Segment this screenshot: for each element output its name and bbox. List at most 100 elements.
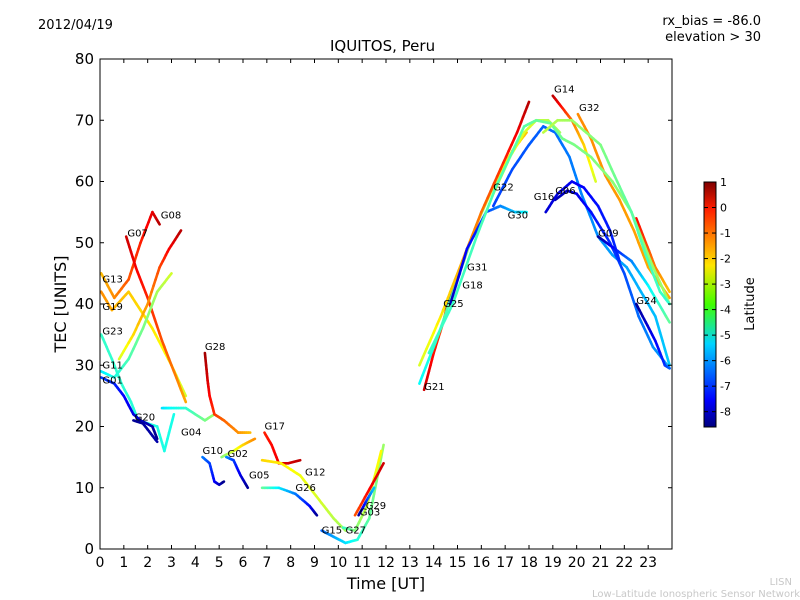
x-tick-label: 23: [639, 555, 657, 571]
trace-segment: [221, 480, 226, 484]
trace-segment: [665, 286, 671, 294]
series-g28: [203, 351, 252, 434]
trace-segment: [377, 449, 383, 462]
trace-segment: [453, 268, 461, 281]
x-tick-label: 22: [615, 555, 633, 571]
trace-segment: [484, 202, 491, 214]
colorbar: 1 0 -1 -2 -3 -4 -5 -6 -7 -8 Latitude: [703, 176, 758, 428]
trace-segment: [525, 100, 531, 109]
colorbar-tick-label: 0: [720, 202, 727, 215]
series-layer: [99, 94, 671, 545]
trace-segment: [522, 131, 528, 137]
trace-segment: [435, 327, 443, 339]
series-label-g19: G19: [102, 302, 122, 313]
watermark-network: Low-Latitude Ionospheric Sensor Network: [592, 589, 800, 600]
date-label: 2012/04/19: [38, 18, 113, 33]
trace-segment: [658, 331, 664, 343]
trace-segment: [646, 251, 652, 263]
series-label-g17: G17: [265, 422, 285, 433]
y-tick-label: 40: [75, 295, 94, 313]
trace-segment: [592, 174, 598, 183]
series-label-g03: G03: [360, 507, 380, 518]
series-g30: [448, 204, 528, 306]
trace-segment: [664, 291, 671, 300]
series-label-g25: G25: [443, 299, 463, 310]
trace-segment: [154, 438, 159, 444]
trace-segment: [478, 219, 485, 230]
x-tick-label: 2: [143, 555, 152, 571]
series-label-g08: G08: [161, 210, 181, 221]
series-g10: [201, 455, 226, 487]
trace-segment: [450, 278, 457, 291]
series-label-g14: G14: [554, 85, 574, 96]
trace-segment: [463, 257, 470, 272]
x-tick-label: 18: [520, 555, 538, 571]
series-label-g24: G24: [636, 296, 656, 307]
series-label-g12: G12: [305, 468, 325, 479]
x-tick-label: 11: [353, 555, 371, 571]
trace-segment: [435, 314, 443, 326]
y-tick-label: 60: [75, 173, 94, 191]
trace-segment: [460, 256, 466, 269]
series-g06: [553, 189, 671, 370]
trace-segment: [296, 458, 302, 463]
y-tick-label: 10: [75, 479, 94, 497]
trace-segment: [467, 246, 474, 261]
trace-segment: [375, 458, 381, 471]
y-tick-label: 20: [75, 418, 94, 436]
series-label-g10: G10: [203, 446, 223, 457]
series-g13: [99, 210, 161, 300]
trace-segment: [182, 396, 188, 404]
trace-segment: [157, 221, 161, 226]
series-label-g32: G32: [579, 103, 599, 114]
x-tick-label: 5: [215, 555, 224, 571]
x-tick-label: 17: [496, 555, 514, 571]
x-tick-label: 10: [329, 555, 347, 571]
trace-segment: [432, 323, 439, 334]
series-g26b: [427, 119, 671, 355]
trace-segment: [447, 302, 455, 314]
colorbar-tick-label: -5: [720, 329, 731, 342]
x-axis-label: Time [UT]: [346, 574, 425, 593]
trace-segment: [182, 389, 188, 398]
trace-segment: [655, 274, 662, 284]
x-tick-label: 6: [239, 555, 248, 571]
series-label-g16: G16: [534, 192, 554, 203]
trace-segment: [443, 305, 450, 318]
trace-segment: [661, 339, 667, 351]
colorbar-tick-label: -7: [720, 380, 731, 393]
series-label-g23: G23: [102, 327, 122, 338]
series-label-g22: G22: [493, 183, 513, 194]
rx-bias-label: rx_bias = -86.0: [662, 14, 761, 29]
series-g03b: [544, 180, 621, 263]
trace-segment: [642, 243, 649, 255]
trace-segment: [459, 268, 467, 283]
trace-segment: [451, 284, 458, 297]
trace-segment: [489, 182, 496, 192]
colorbar-tick-label: -8: [720, 406, 731, 419]
trace-segment: [370, 492, 376, 508]
trace-segment: [451, 291, 459, 306]
series-label-g28: G28: [205, 342, 225, 353]
trace-segment: [665, 355, 671, 367]
trace-segment: [448, 293, 455, 306]
series-label-g30: G30: [508, 210, 528, 221]
y-axis-label: TEC [UNITS]: [51, 256, 70, 354]
trace-segment: [656, 323, 662, 334]
trace-segment: [487, 194, 494, 206]
series-label-g06: G06: [555, 186, 575, 197]
series-g12: [260, 458, 347, 532]
y-tick-label: 0: [84, 540, 94, 558]
trace-segment: [427, 343, 435, 355]
trace-segment: [664, 314, 671, 324]
series-g01: [99, 376, 159, 441]
x-tick-label: 15: [449, 555, 467, 571]
x-tick-label: 16: [472, 555, 490, 571]
trace-segment: [251, 437, 257, 442]
trace-segment: [457, 265, 463, 278]
trace-segment: [430, 341, 437, 353]
trace-segment: [314, 512, 319, 517]
x-tick-label: 21: [592, 555, 610, 571]
series-label-g21: G21: [424, 382, 444, 393]
